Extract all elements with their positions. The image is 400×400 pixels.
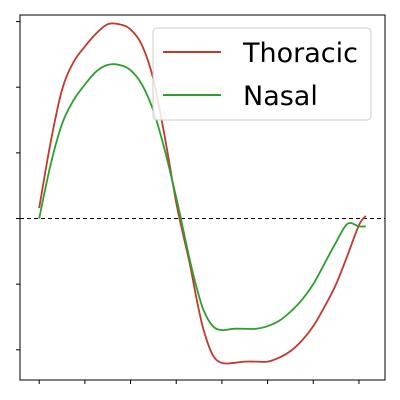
series-layer (38, 22, 367, 365)
series-line-nasal (38, 63, 366, 332)
axes-layer (16, 14, 386, 384)
series-line-thoracic (38, 22, 367, 365)
plot-frame (19, 14, 386, 381)
legend-label-nasal: Nasal (243, 81, 318, 112)
legend-label-thoracic: Thoracic (242, 38, 358, 69)
legend: Thoracic Nasal (152, 27, 372, 121)
